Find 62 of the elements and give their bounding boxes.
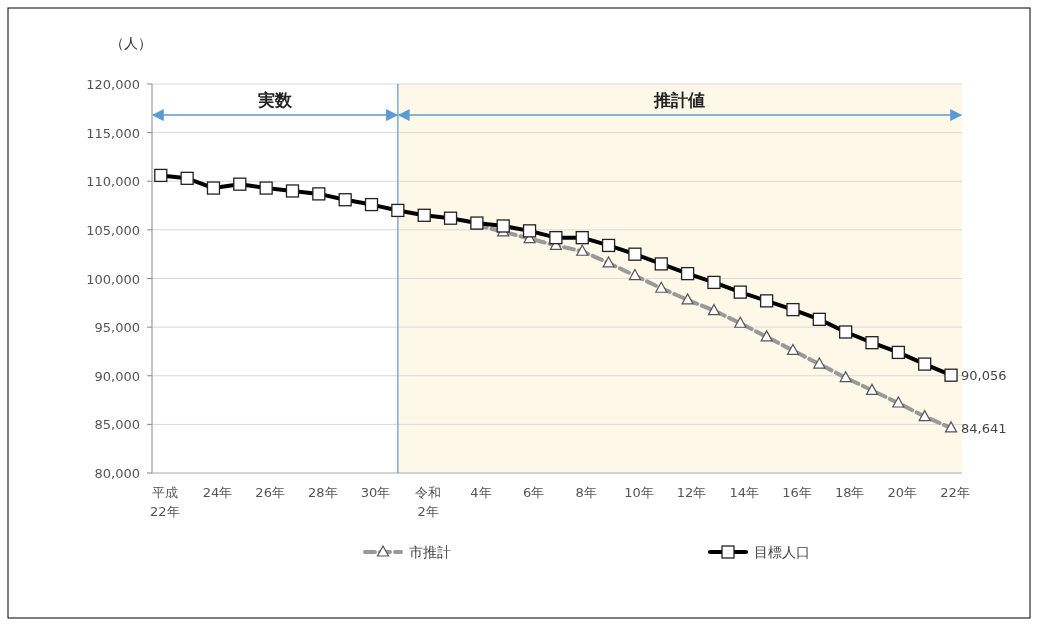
x-tick-label: 22年	[940, 485, 970, 500]
data-label: 84,641	[961, 420, 1007, 436]
x-tick-label: 4年	[470, 485, 492, 500]
x-tick-label: 14年	[729, 485, 760, 500]
y-axis-title: （人）	[110, 35, 152, 51]
point	[786, 302, 800, 317]
point	[918, 357, 932, 371]
point	[628, 247, 642, 261]
y-tick-label: 85,000	[94, 417, 140, 433]
legend-label: 目標人口	[754, 544, 810, 560]
point	[312, 187, 326, 201]
legend-label: 市推計	[409, 544, 451, 560]
point	[206, 181, 221, 195]
y-tick-label: 105,000	[86, 222, 140, 238]
x-tick-label: 30年	[360, 485, 391, 500]
point	[338, 193, 352, 207]
point	[654, 257, 668, 271]
point	[443, 211, 458, 225]
point	[522, 224, 537, 238]
x-tick-label: 16年	[782, 485, 812, 500]
x-tick-label: 10年	[624, 485, 654, 500]
y-tick-label: 80,000	[94, 466, 140, 481]
point	[417, 208, 431, 222]
point	[154, 168, 168, 183]
point	[707, 275, 721, 290]
point	[601, 238, 616, 253]
point	[839, 325, 853, 339]
x-tick-label: 令和2年	[415, 485, 442, 519]
point	[812, 312, 826, 326]
y-tick-label: 100,000	[86, 271, 140, 287]
point	[891, 345, 905, 360]
y-tick-label: 120,000	[86, 77, 140, 92]
x-tick-label: 24年	[202, 485, 233, 500]
x-tick-label: 20年	[887, 485, 918, 500]
point	[233, 177, 247, 191]
point	[496, 219, 510, 233]
point	[180, 171, 194, 185]
point	[364, 197, 379, 212]
point	[680, 266, 695, 281]
point	[285, 184, 300, 198]
y-tick-label: 95,000	[94, 320, 140, 336]
y-tick-label: 90,000	[94, 368, 140, 384]
x-tick-label: 6年	[522, 485, 545, 500]
y-tick-label: 110,000	[86, 174, 140, 190]
point	[944, 368, 958, 382]
x-tick-label: 18年	[834, 485, 865, 500]
data-label: 90,056	[961, 368, 1007, 384]
band-label: 推計値	[653, 90, 706, 111]
point	[549, 231, 563, 245]
point	[391, 203, 405, 218]
point	[759, 294, 774, 308]
point	[865, 336, 879, 350]
x-tick-label: 28年	[308, 485, 338, 500]
x-tick-label: 12年	[676, 485, 707, 500]
point	[259, 181, 273, 195]
point	[575, 231, 589, 245]
annotation: 実数	[256, 90, 293, 111]
x-tick-label: 26年	[255, 485, 285, 500]
y-tick-label: 115,000	[86, 125, 140, 141]
point	[733, 285, 747, 299]
x-tick-label: 平成22年	[150, 485, 180, 519]
x-tick-label: 8年	[575, 485, 597, 500]
